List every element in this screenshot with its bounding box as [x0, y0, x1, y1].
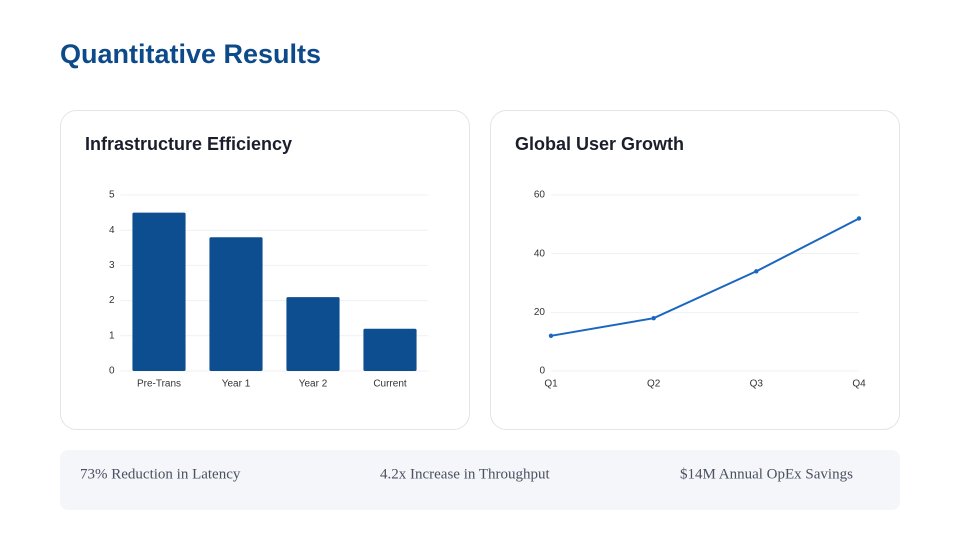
point — [548, 333, 554, 338]
stats-bar — [60, 450, 900, 510]
chart-card — [490, 110, 900, 430]
stat: 4.2x Increase in Throughput — [380, 466, 551, 482]
x-tick-label: Q2 — [647, 379, 661, 390]
bar — [209, 237, 263, 371]
point — [754, 269, 759, 274]
bar — [132, 212, 186, 371]
y-tick-label: 20 — [534, 307, 546, 318]
x-tick-label: Q4 — [852, 379, 866, 390]
chart-card — [60, 110, 470, 430]
point — [856, 216, 862, 221]
y-tick-label: 0 — [539, 366, 545, 377]
bar — [363, 328, 417, 371]
chart-title: Infrastructure Efficiency — [85, 134, 292, 154]
y-tick-label: 4 — [109, 225, 115, 236]
x-tick-label: Pre-Trans — [137, 379, 181, 390]
x-tick-label: Current — [373, 379, 407, 390]
stat: $14M Annual OpEx Savings — [680, 466, 853, 482]
y-tick-label: 2 — [109, 295, 115, 306]
line — [550, 217, 860, 337]
x-tick-label: Year 2 — [299, 379, 328, 390]
y-tick-label: 1 — [109, 330, 115, 341]
y-tick-label: 3 — [109, 260, 115, 271]
x-tick-label: Q1 — [544, 379, 558, 390]
x-tick-label: Year 1 — [222, 379, 251, 390]
y-tick-label: 40 — [534, 248, 546, 259]
stat: 73% Reduction in Latency — [80, 466, 241, 482]
y-tick-label: 60 — [534, 190, 546, 201]
y-tick-label: 5 — [109, 190, 115, 201]
x-tick-label: Q3 — [750, 379, 764, 390]
chart-title: Global User Growth — [515, 134, 684, 154]
bar — [286, 297, 340, 371]
slide-title: Quantitative Results — [60, 39, 321, 69]
point — [651, 316, 656, 321]
y-tick-label: 0 — [109, 366, 115, 377]
